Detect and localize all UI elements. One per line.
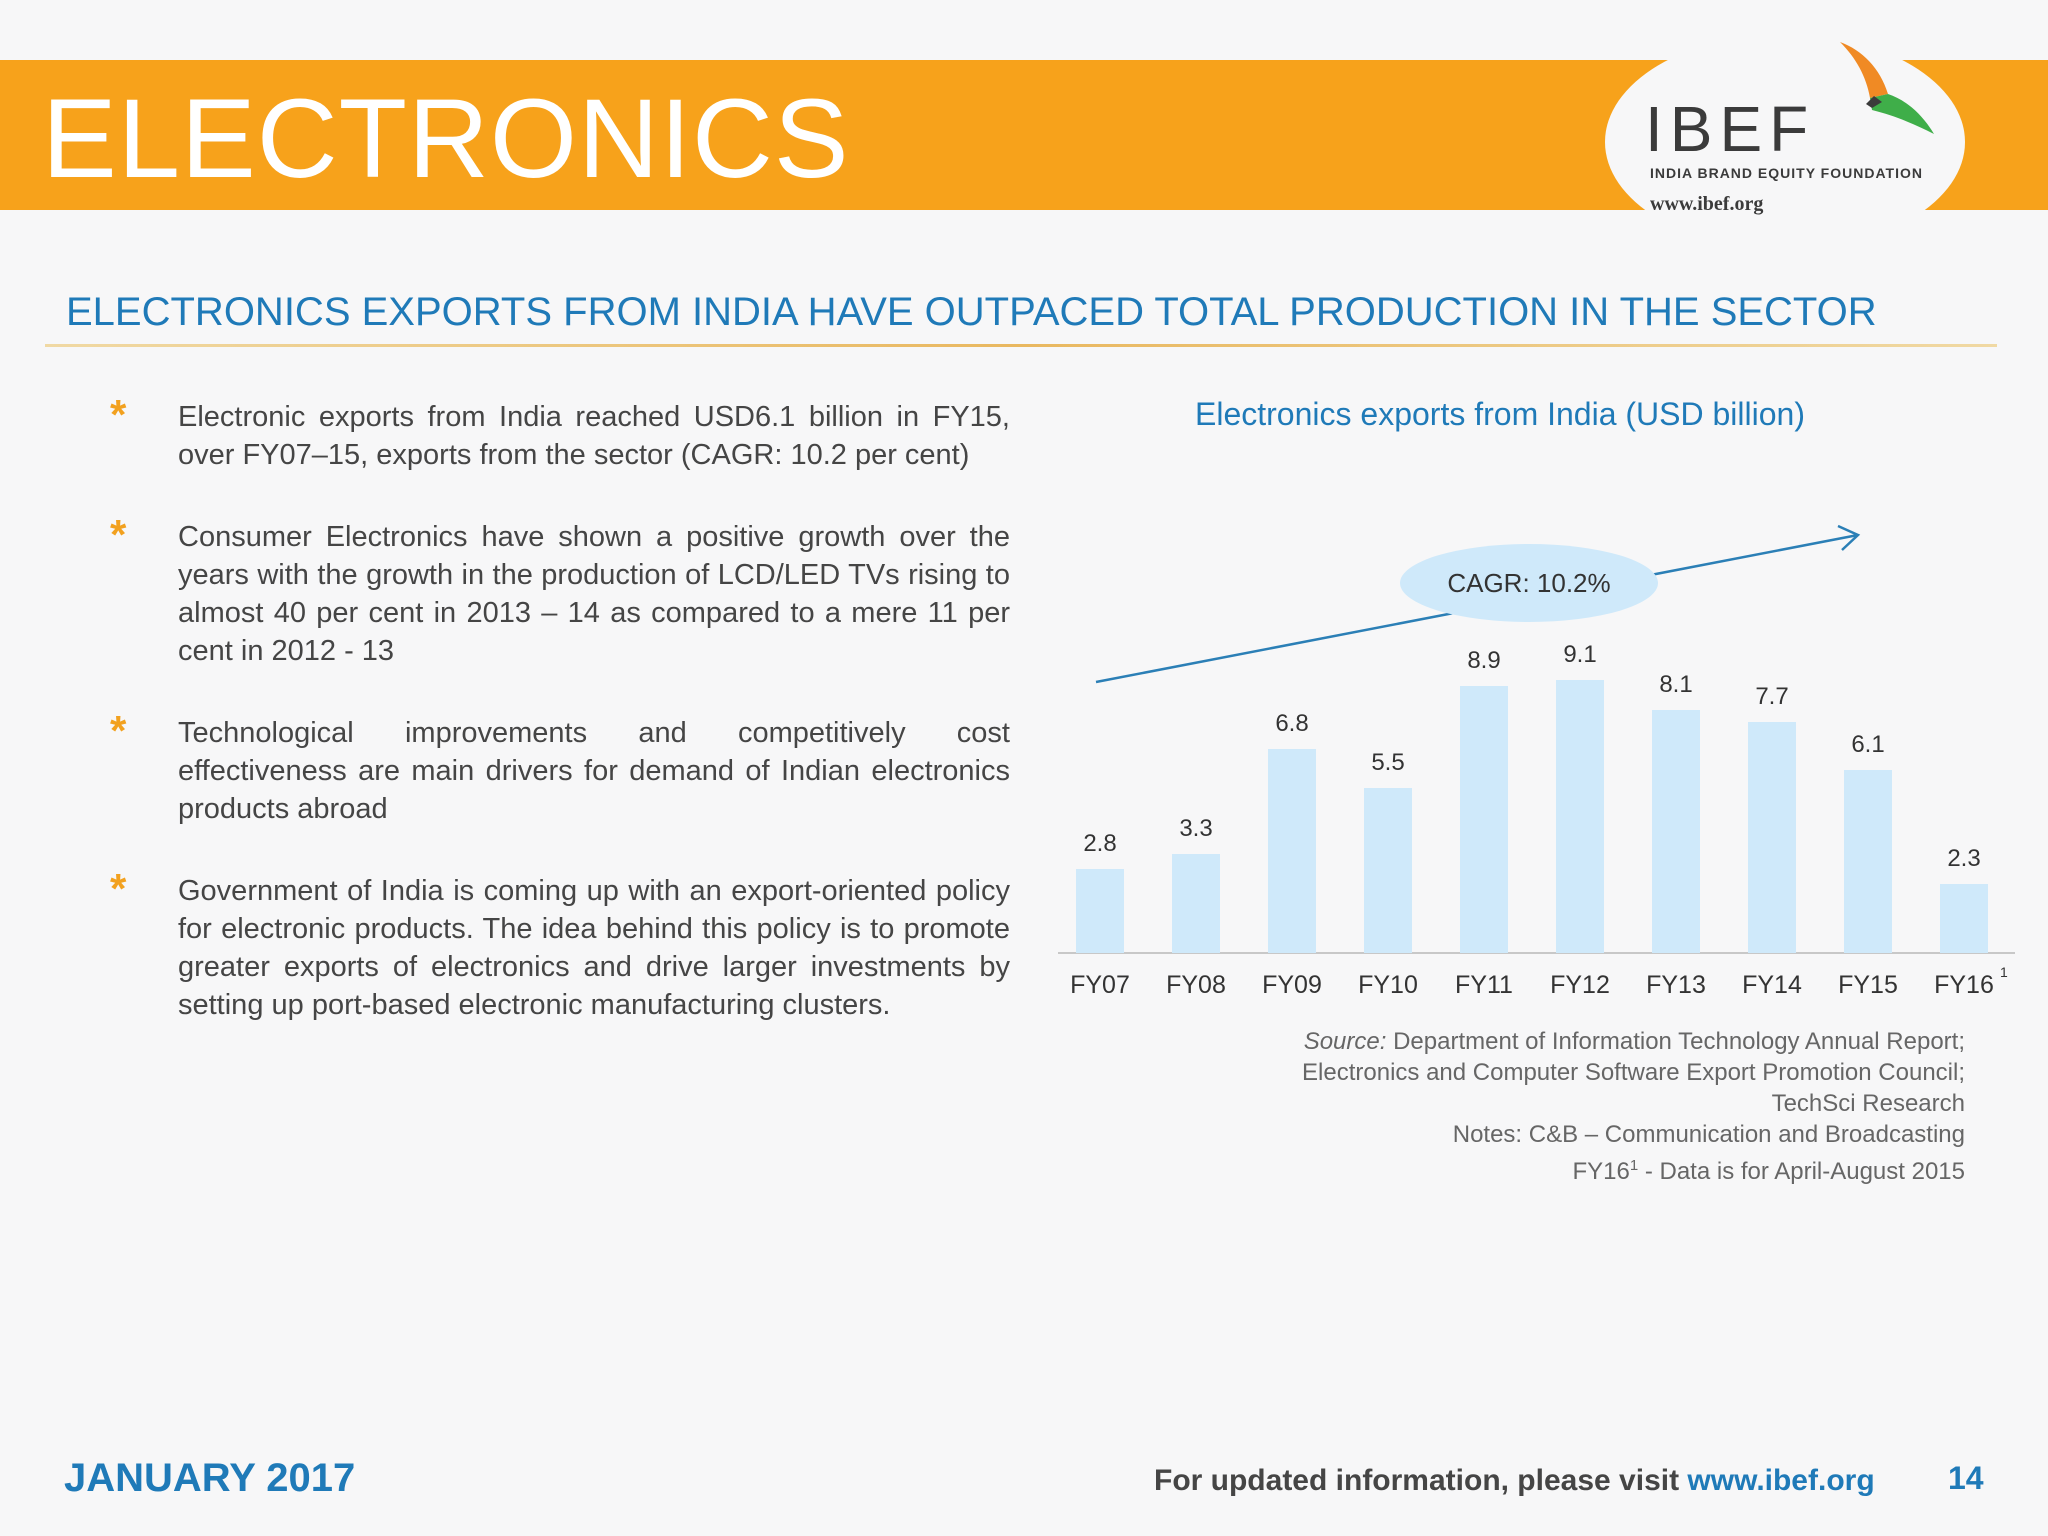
- fy16-note-text: - Data is for April-August 2015: [1638, 1158, 1965, 1185]
- data-label-fy14: 7.7: [1755, 683, 1788, 710]
- notes-line: Notes: C&B – Communication and Broadcast…: [1452, 1121, 1965, 1148]
- x-tick-fy09: FY09: [1262, 971, 1322, 999]
- footer-visit-text: For updated information, please visit: [1154, 1464, 1688, 1497]
- x-tick-note-fy16: 1: [2000, 964, 2008, 980]
- data-label-fy12: 9.1: [1563, 641, 1596, 668]
- logo-tagline: INDIA BRAND EQUITY FOUNDATION: [1650, 165, 1923, 181]
- x-tick-fy15: FY15: [1838, 971, 1898, 999]
- bar-fy14: [1748, 722, 1796, 953]
- bar-chart: 2.8 FY07 3.3 FY08 6.8 FY09 5.5 FY10 8.9 FY11 9.1 FY…: [1058, 524, 2015, 999]
- bullet-item: * Technological improvements and competit…: [110, 707, 1010, 828]
- source-line-2: Electronics and Computer Software Export…: [1302, 1059, 1965, 1086]
- data-label-fy10: 5.5: [1371, 749, 1404, 776]
- data-label-fy16: 2.3: [1947, 845, 1980, 872]
- arrowhead-icon: [1837, 524, 1861, 551]
- x-tick-fy08: FY08: [1166, 971, 1226, 999]
- bar-fy07: [1076, 869, 1124, 953]
- source-text: Department of Information Technology Ann…: [1386, 1028, 1965, 1055]
- asterisk-bullet-icon: *: [110, 707, 127, 754]
- asterisk-bullet-icon: *: [110, 511, 127, 558]
- footer-date: JANUARY 2017: [64, 1456, 356, 1500]
- data-label-fy15: 6.1: [1851, 731, 1884, 758]
- footer-link[interactable]: www.ibef.org: [1687, 1464, 1875, 1497]
- bird-logo-icon: [1840, 42, 1934, 134]
- bullet-list: * Electronic exports from India reached U…: [110, 391, 1010, 1068]
- logo-url[interactable]: www.ibef.org: [1650, 193, 1764, 215]
- asterisk-bullet-icon: *: [110, 391, 127, 438]
- bullet-item: * Electronic exports from India reached U…: [110, 391, 1010, 474]
- bar-fy12: [1556, 680, 1604, 953]
- asterisk-bullet-icon: *: [110, 865, 127, 912]
- x-tick-fy11: FY11: [1455, 971, 1513, 999]
- logo-wordmark: IBEF: [1645, 93, 1816, 165]
- x-tick-fy13: FY13: [1646, 971, 1706, 999]
- bullet-text: Technological improvements and competiti…: [178, 717, 1010, 825]
- bar-fy16: [1940, 884, 1988, 953]
- x-tick-fy07: FY07: [1070, 971, 1130, 999]
- source-line-1: Source: Department of Information Techno…: [1180, 1026, 1965, 1057]
- bullet-item: * Consumer Electronics have shown a posit…: [110, 511, 1010, 670]
- section-heading: ELECTRONICS EXPORTS FROM INDIA HAVE OUTP…: [66, 290, 1877, 334]
- cagr-ellipse: [1400, 544, 1658, 622]
- source-notes: Source: Department of Information Techno…: [1180, 1026, 1965, 1187]
- data-label-fy13: 8.1: [1659, 671, 1692, 698]
- bar-fy13: [1652, 710, 1700, 953]
- cagr-annotation: CAGR: 10.2%: [1447, 568, 1611, 598]
- bar-fy09: [1268, 749, 1316, 953]
- bullet-item: * Government of India is coming up with a…: [110, 865, 1010, 1024]
- heading-divider: [45, 344, 1997, 347]
- data-label-fy09: 6.8: [1275, 710, 1308, 737]
- bullet-text: Consumer Electronics have shown a positi…: [178, 521, 1010, 667]
- source-label: Source:: [1303, 1028, 1387, 1055]
- bar-fy11: [1460, 686, 1508, 953]
- data-label-fy08: 3.3: [1179, 815, 1212, 842]
- page-number: 14: [1948, 1460, 1984, 1496]
- bar-fy08: [1172, 854, 1220, 953]
- data-label-fy11: 8.9: [1467, 647, 1500, 674]
- x-tick-fy16: FY16: [1934, 971, 1994, 999]
- footer-visit: For updated information, please visit ww…: [1154, 1464, 1875, 1498]
- source-line-3: TechSci Research: [1771, 1090, 1965, 1117]
- fy16-note: FY161 - Data is for April-August 2015: [1180, 1150, 1965, 1187]
- bullet-text: Electronic exports from India reached US…: [178, 401, 1010, 471]
- chart-title: Electronics exports from India (USD bill…: [1195, 396, 1805, 432]
- page-title: ELECTRONICS: [42, 76, 850, 201]
- data-label-fy07: 2.8: [1083, 830, 1116, 857]
- fy16-note-prefix: FY16: [1572, 1158, 1630, 1185]
- bar-fy15: [1844, 770, 1892, 953]
- fy16-note-sup: 1: [1629, 1157, 1639, 1174]
- bar-fy10: [1364, 788, 1412, 953]
- x-tick-fy12: FY12: [1550, 971, 1610, 999]
- bullet-text: Government of India is coming up with an…: [178, 875, 1010, 1021]
- x-tick-fy10: FY10: [1358, 971, 1418, 999]
- x-tick-fy14: FY14: [1742, 971, 1802, 999]
- logo-background: [1605, 34, 1965, 250]
